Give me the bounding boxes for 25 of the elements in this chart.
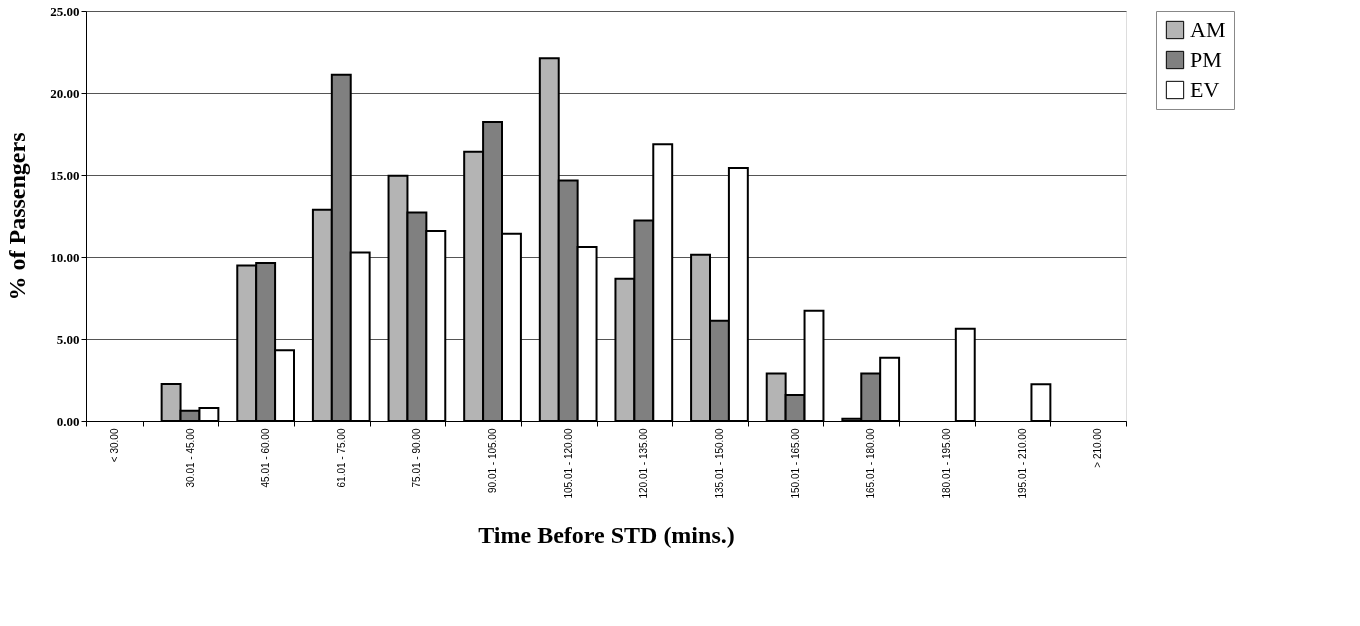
x-tick-label: 61.01 - 75.00: [335, 428, 347, 488]
x-tick-label: 165.01 - 180.00: [865, 428, 877, 499]
x-tick-label: 105.01 - 120.00: [562, 428, 574, 499]
x-tick-label: 45.01 - 60.00: [260, 428, 272, 488]
x-tick-label: 120.01 - 135.00: [638, 428, 650, 499]
x-tick-label: > 210.00: [1092, 428, 1104, 468]
y-tick-label: 15.00: [50, 167, 80, 183]
legend-label: EV: [1190, 77, 1220, 102]
y-tick-label: 20.00: [50, 85, 80, 101]
y-tick-label: 10.00: [50, 249, 80, 265]
x-tick-label: 135.01 - 150.00: [713, 428, 725, 499]
x-tick-label: 90.01 - 105.00: [487, 428, 499, 493]
y-axis-title: % of Passengers: [4, 132, 31, 301]
legend-label: PM: [1190, 47, 1222, 72]
y-tick-label: 25.00: [50, 3, 80, 19]
x-tick-label: 180.01 - 195.00: [940, 428, 952, 499]
x-axis-title: Time Before STD (mins.): [478, 521, 735, 548]
legend-label: AM: [1190, 17, 1226, 42]
x-tick-label: < 30.00: [108, 428, 120, 463]
x-tick-label: 150.01 - 165.00: [789, 428, 801, 499]
y-tick-label: 5.00: [56, 331, 80, 347]
x-tick-label: 75.01 - 90.00: [411, 428, 423, 488]
y-tick-label: 0.00: [56, 413, 80, 429]
x-tick-label: 30.01 - 45.00: [184, 428, 196, 488]
x-tick-label: 195.01 - 210.00: [1016, 428, 1028, 499]
